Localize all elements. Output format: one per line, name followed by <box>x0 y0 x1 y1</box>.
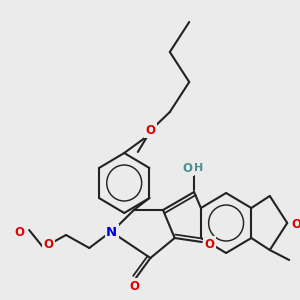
Text: O: O <box>205 238 214 250</box>
Text: O: O <box>14 226 24 238</box>
Text: O: O <box>44 238 53 251</box>
Text: O: O <box>146 124 155 136</box>
Text: H: H <box>194 163 204 173</box>
Text: O: O <box>291 218 300 232</box>
Text: N: N <box>106 226 117 238</box>
Text: O: O <box>182 161 192 175</box>
Text: O: O <box>129 280 139 292</box>
